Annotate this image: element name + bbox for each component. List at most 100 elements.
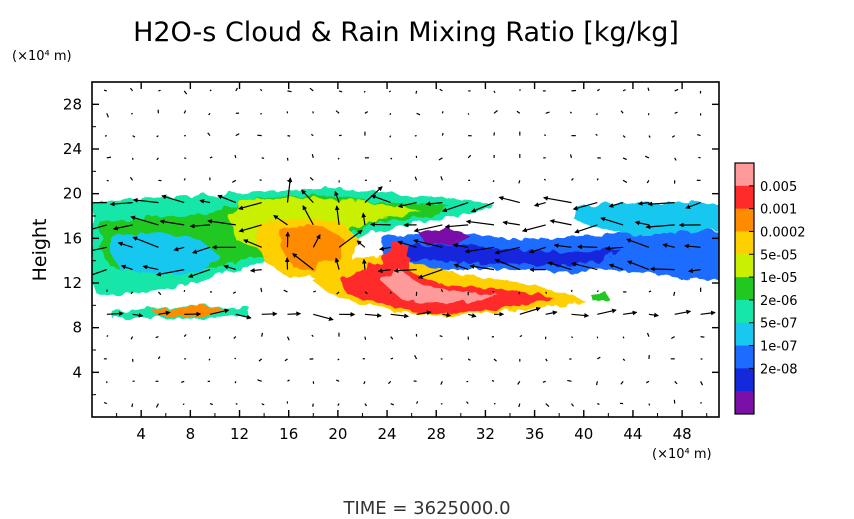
wind-vector <box>156 157 159 161</box>
wind-vector <box>608 202 624 208</box>
y-unit-label: (×10⁴ m) <box>12 49 72 64</box>
wind-vectors <box>92 87 716 408</box>
wind-vector <box>521 224 546 233</box>
colorbar-swatch <box>735 208 754 232</box>
x-tick-label: 24 <box>378 425 397 443</box>
y-tick-label: 4 <box>72 363 82 381</box>
wind-vector <box>465 219 495 226</box>
wind-vector <box>569 154 573 159</box>
wind-vector <box>444 224 469 229</box>
wind-vector <box>571 177 574 181</box>
colorbar-label: 1e-05 <box>760 271 798 286</box>
wind-vector <box>207 132 211 136</box>
wind-vector <box>545 291 548 294</box>
wind-vector <box>684 243 701 249</box>
wind-vector <box>596 178 599 181</box>
wind-vector <box>571 336 574 339</box>
wind-vector <box>646 179 650 184</box>
wind-vector <box>243 239 262 248</box>
wind-vector <box>235 313 252 320</box>
wind-vector <box>413 224 443 233</box>
wind-vector <box>189 223 211 229</box>
wind-vector <box>647 113 650 116</box>
wind-vector <box>390 157 393 160</box>
wind-vector <box>416 401 419 404</box>
wind-vector <box>309 87 314 92</box>
wind-vector <box>620 380 624 385</box>
colorbar-swatch <box>735 368 754 392</box>
wind-vector <box>571 261 598 271</box>
wind-vector <box>571 313 590 318</box>
wind-vector <box>596 290 599 293</box>
wind-vector <box>622 336 625 339</box>
wind-vector <box>157 356 161 360</box>
wind-vector <box>518 180 521 184</box>
wind-vector <box>310 133 314 137</box>
wind-vector <box>120 264 133 271</box>
wind-vector <box>553 243 572 248</box>
wind-vector <box>414 176 418 181</box>
plot-frame <box>91 81 720 418</box>
wind-vector <box>414 355 418 360</box>
colorbar-swatch <box>735 322 754 347</box>
wind-vector <box>286 336 290 341</box>
wind-vector <box>180 380 185 383</box>
wind-vector <box>112 224 133 231</box>
wind-vector <box>132 236 159 248</box>
wind-vector <box>260 287 263 293</box>
wind-vector <box>287 311 302 317</box>
colorbar-frame <box>734 162 755 415</box>
wind-vector <box>491 379 495 382</box>
x-tick-label: 36 <box>525 425 544 443</box>
wind-vector <box>156 269 185 277</box>
wind-vector <box>158 89 161 92</box>
wind-vector <box>440 289 443 293</box>
y-tick-label: 12 <box>63 274 82 292</box>
wind-vector <box>549 219 572 226</box>
wind-vector <box>648 312 659 318</box>
colorbar-swatch <box>735 185 754 210</box>
wind-vector <box>184 157 187 159</box>
wind-vector <box>700 381 704 386</box>
wind-vector <box>572 202 598 211</box>
wind-vector <box>440 381 443 385</box>
wind-vector <box>439 88 443 92</box>
wind-vector <box>258 358 263 362</box>
wind-vector <box>688 268 701 274</box>
x-tick-label: 40 <box>574 425 593 443</box>
wind-vector <box>311 154 314 159</box>
wind-vector <box>415 90 418 94</box>
wind-vector <box>674 88 679 92</box>
wind-vector <box>155 336 159 339</box>
wind-vector <box>390 403 395 406</box>
wind-vector <box>130 215 159 226</box>
colorbar-swatch <box>735 391 754 415</box>
colorbar-label: 0.001 <box>760 203 797 218</box>
wind-vector <box>493 90 496 94</box>
wind-vector <box>622 358 626 362</box>
wind-vector <box>156 135 159 138</box>
wind-vector <box>388 90 392 93</box>
chart-title: H2O-s Cloud & Rain Mixing Ratio [kg/kg] <box>133 17 679 48</box>
colorbar-swatch <box>735 299 754 324</box>
wind-vector <box>605 245 624 251</box>
wind-vector <box>313 290 316 293</box>
wind-vector <box>622 179 628 184</box>
wind-vector <box>464 246 495 254</box>
y-tick-label: 20 <box>63 185 82 203</box>
wind-vector <box>92 269 107 276</box>
wind-vector <box>648 403 651 406</box>
wind-vector <box>498 195 520 204</box>
wind-vector <box>132 197 159 204</box>
wind-vector <box>273 215 288 226</box>
wind-vector <box>364 111 369 114</box>
wind-vector <box>209 403 214 406</box>
wind-vector <box>390 313 409 319</box>
wind-vector <box>287 90 292 93</box>
wind-vector <box>470 202 495 213</box>
wind-vector <box>106 156 112 159</box>
wind-vector <box>597 356 601 360</box>
wind-vector <box>130 291 134 295</box>
wind-vector <box>337 157 340 160</box>
wind-vector <box>469 264 495 271</box>
